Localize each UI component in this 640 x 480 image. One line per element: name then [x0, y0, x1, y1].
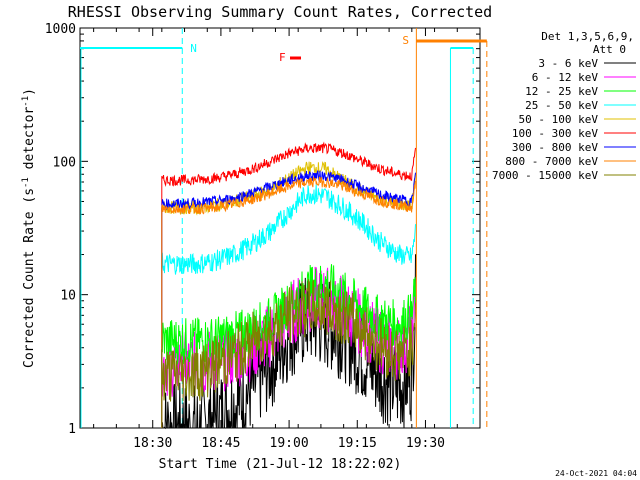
series-lines [161, 141, 416, 430]
legend-item-label: 7000 - 15000 keV [492, 169, 598, 182]
tick-labels: 18:30 18:45 19:00 19:15 19:30 1 10 100 1000 [45, 22, 445, 451]
observing-annotations: N F S [80, 28, 488, 428]
legend-item-label: 25 - 50 keV [525, 99, 598, 112]
legend-item-label: 100 - 300 keV [512, 127, 598, 140]
y-axis-label-mid: detector [22, 107, 37, 178]
series-line-8 [161, 279, 416, 428]
legend-item-label: 800 - 7000 keV [505, 155, 598, 168]
legend-item-label: 3 - 6 keV [538, 57, 598, 70]
night-label: N [190, 42, 197, 55]
y-tick-label: 1000 [45, 22, 76, 37]
flare-label: F [279, 51, 286, 64]
chart-title: RHESSI Observing Summary Count Rates, Co… [68, 3, 492, 21]
y-tick-label: 10 [60, 289, 76, 304]
y-axis-label: Corrected Count Rate (s-1 detector-1) [21, 88, 37, 368]
x-tick-label: 19:00 [270, 436, 309, 451]
footer-date: 24-Oct-2021 04:04 [555, 469, 637, 478]
legend-item-label: 300 - 800 keV [512, 141, 598, 154]
series-line-3 [161, 184, 416, 428]
series-line-5 [161, 141, 416, 428]
legend-item-label: 50 - 100 keV [519, 113, 599, 126]
x-tick-label: 18:30 [133, 436, 172, 451]
x-tick-label: 19:15 [338, 436, 377, 451]
y-axis-label-sup2: -1 [21, 96, 31, 107]
y-axis-label-sup1: -1 [21, 177, 31, 188]
series-line-6 [161, 170, 416, 428]
series-line-7 [161, 176, 416, 428]
legend-header-line2: Att 0 [593, 43, 626, 56]
x-tick-label: 18:45 [201, 436, 240, 451]
y-tick-label: 100 [53, 155, 76, 170]
x-axis-label: Start Time (21-Jul-12 18:22:02) [159, 457, 402, 472]
y-axis-label-main: Corrected Count Rate (s [22, 188, 37, 368]
legend-item-label: 12 - 25 keV [525, 85, 598, 98]
y-axis-label-end: ) [22, 88, 37, 96]
x-tick-label: 19:30 [406, 436, 445, 451]
legend-header-line1: Det 1,3,5,6,9, [541, 30, 634, 43]
plot-frame [79, 27, 481, 429]
y-tick-label: 1 [68, 422, 76, 437]
legend-item-label: 6 - 12 keV [532, 71, 599, 84]
saa-label: S [402, 34, 409, 47]
